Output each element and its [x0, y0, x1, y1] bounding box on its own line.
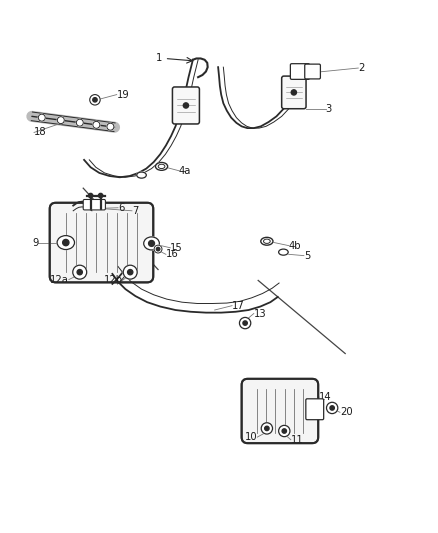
Circle shape [99, 193, 103, 198]
Circle shape [90, 94, 100, 105]
FancyBboxPatch shape [49, 203, 153, 282]
Circle shape [57, 117, 64, 124]
Circle shape [148, 240, 155, 246]
Circle shape [88, 193, 93, 198]
Circle shape [261, 423, 272, 434]
Text: 1: 1 [156, 53, 162, 63]
Circle shape [326, 402, 338, 414]
Ellipse shape [144, 237, 159, 250]
Ellipse shape [279, 249, 288, 255]
Circle shape [184, 103, 188, 108]
Text: 4b: 4b [289, 240, 301, 251]
Text: 14: 14 [319, 392, 332, 402]
Circle shape [291, 90, 297, 95]
Ellipse shape [264, 239, 270, 244]
Circle shape [76, 119, 83, 126]
Ellipse shape [155, 163, 168, 171]
Circle shape [265, 426, 269, 431]
Circle shape [107, 123, 114, 130]
FancyBboxPatch shape [290, 63, 310, 79]
FancyBboxPatch shape [282, 76, 306, 109]
FancyBboxPatch shape [173, 87, 199, 124]
Ellipse shape [57, 236, 74, 249]
Text: 15: 15 [170, 243, 183, 253]
Text: 11: 11 [291, 435, 304, 445]
Text: 17: 17 [232, 301, 245, 311]
Text: 9: 9 [32, 238, 39, 247]
Text: 6: 6 [118, 203, 124, 213]
FancyBboxPatch shape [306, 399, 324, 419]
Text: 2: 2 [358, 63, 365, 73]
Circle shape [73, 265, 87, 279]
FancyBboxPatch shape [83, 199, 106, 210]
Circle shape [282, 429, 286, 433]
Circle shape [330, 406, 334, 410]
Ellipse shape [137, 172, 146, 178]
Circle shape [127, 270, 133, 275]
Text: 13: 13 [254, 309, 266, 319]
Circle shape [154, 245, 162, 253]
Text: 12b: 12b [103, 276, 122, 286]
Text: 18: 18 [34, 127, 47, 138]
Circle shape [243, 321, 247, 325]
Text: 12a: 12a [50, 274, 69, 285]
Text: 7: 7 [132, 206, 138, 216]
Ellipse shape [158, 164, 165, 168]
Circle shape [123, 265, 137, 279]
Circle shape [38, 114, 45, 121]
Circle shape [93, 122, 100, 128]
Text: 3: 3 [325, 104, 332, 114]
Text: 5: 5 [304, 251, 310, 261]
Text: 20: 20 [340, 407, 353, 417]
Text: 10: 10 [245, 432, 257, 442]
Circle shape [93, 98, 97, 102]
Text: 16: 16 [166, 249, 179, 260]
FancyBboxPatch shape [242, 379, 318, 443]
FancyBboxPatch shape [305, 64, 321, 79]
Circle shape [77, 270, 82, 275]
Text: 19: 19 [117, 90, 130, 100]
Circle shape [279, 425, 290, 437]
Ellipse shape [261, 237, 273, 245]
Text: 4a: 4a [179, 166, 191, 176]
Circle shape [156, 247, 160, 251]
Circle shape [63, 239, 69, 246]
Circle shape [240, 318, 251, 329]
